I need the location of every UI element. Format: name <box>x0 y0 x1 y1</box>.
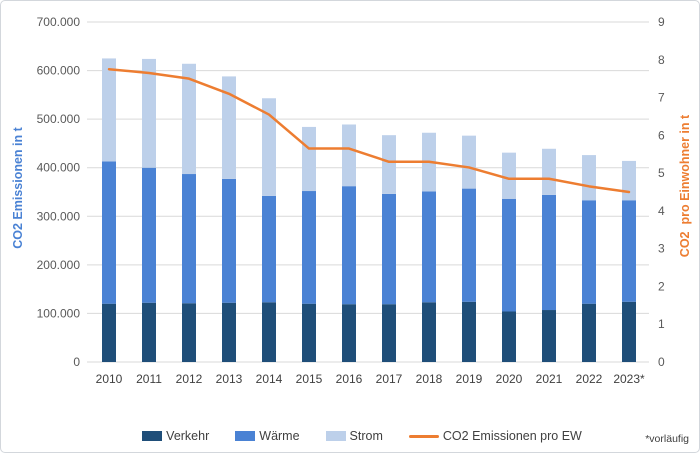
legend-swatch-verkehr <box>142 431 163 441</box>
bar-strom-2011 <box>142 58 156 168</box>
y-axis-tick-right: 2 <box>658 279 665 293</box>
legend-label-strom: Strom <box>349 429 383 443</box>
bar-verkehr-2022 <box>582 303 596 362</box>
bar-waerme-2021 <box>542 194 556 311</box>
bar-verkehr-2011 <box>142 302 156 362</box>
x-axis-label: 2013 <box>216 372 243 386</box>
y-axis-tick-left: 0 <box>73 355 80 369</box>
bar-waerme-2014 <box>262 195 276 303</box>
bar-strom-2013 <box>222 76 236 179</box>
y-axis-tick-right: 4 <box>658 204 665 218</box>
bar-verkehr-2017 <box>382 304 396 362</box>
bar-waerme-2022 <box>582 200 596 304</box>
legend-swatch-strom <box>325 431 346 441</box>
y-axis-tick-left: 600.000 <box>37 64 81 78</box>
legend-item-strom: Strom <box>325 429 383 443</box>
bar-strom-2010 <box>102 58 116 162</box>
bar-strom-2022 <box>582 155 596 201</box>
legend-item-waerme: Wärme <box>235 429 300 443</box>
x-axis-label: 2020 <box>496 372 523 386</box>
bar-verkehr-2019 <box>462 301 476 362</box>
x-axis-label: 2021 <box>536 372 563 386</box>
legend-swatch-waerme <box>235 431 256 441</box>
y-axis-tick-right: 7 <box>658 91 665 105</box>
y-axis-tick-right: 8 <box>658 53 665 67</box>
y-axis-tick-left: 100.000 <box>37 306 81 320</box>
x-axis-label: 2022 <box>576 372 603 386</box>
footnote-vorlaeufig: *vorläufig <box>645 433 689 445</box>
bar-waerme-2013 <box>222 178 236 303</box>
x-axis-label: 2018 <box>416 372 443 386</box>
chart-plot-area: 700.000 600.000 500.000 400.000 300.000 200.0… <box>37 15 665 386</box>
bar-verkehr-2018 <box>422 302 436 362</box>
bar-waerme-2011 <box>142 167 156 303</box>
legend-label-verkehr: Verkehr <box>166 429 210 443</box>
x-axis-label: 2017 <box>376 372 403 386</box>
bar-verkehr-2020 <box>502 311 516 362</box>
legend: Verkehr Wärme Strom CO2 Emissionen pro E… <box>13 429 699 443</box>
left-axis-title: CO2 Emissionen in t <box>11 127 25 249</box>
bar-verkehr-2021 <box>542 310 556 362</box>
bar-verkehr-2010 <box>102 303 116 362</box>
bar-verkehr-2014 <box>262 302 276 362</box>
y-axis-tick-right: 6 <box>658 128 665 142</box>
bar-verkehr-2013 <box>222 302 236 362</box>
bar-waerme-2016 <box>342 186 356 305</box>
legend-label-waerme: Wärme <box>259 429 300 443</box>
bar-verkehr-2016 <box>342 304 356 362</box>
bar-strom-2014 <box>262 98 276 196</box>
bar-waerme-2010 <box>102 161 116 304</box>
bar-waerme-2018 <box>422 191 436 303</box>
legend-line-swatch <box>408 434 439 438</box>
bar-waerme-2012 <box>182 174 196 304</box>
bar-verkehr-2023* <box>622 301 636 362</box>
x-axis-label: 2019 <box>456 372 483 386</box>
bar-waerme-2017 <box>382 193 396 305</box>
y-axis-tick-left: 300.000 <box>37 209 81 223</box>
x-axis-label: 2016 <box>336 372 363 386</box>
bar-waerme-2019 <box>462 188 476 302</box>
x-axis-label: 2011 <box>136 372 162 386</box>
right-axis-title: CO2 pro Einwohner in t <box>678 114 692 258</box>
bar-strom-2020 <box>502 152 516 199</box>
bar-strom-2019 <box>462 135 476 189</box>
bar-strom-2012 <box>182 63 196 175</box>
bar-strom-2017 <box>382 135 396 194</box>
y-axis-tick-right: 5 <box>658 166 665 180</box>
y-axis-tick-right: 0 <box>658 355 665 369</box>
x-axis-label: 2015 <box>296 372 323 386</box>
bar-strom-2023* <box>622 160 636 201</box>
co2-per-capita-line <box>107 67 631 194</box>
legend-item-verkehr: Verkehr <box>142 429 209 443</box>
y-axis-tick-right: 9 <box>658 15 665 29</box>
bar-verkehr-2015 <box>302 303 316 362</box>
bar-strom-2015 <box>302 126 316 192</box>
x-axis-label: 2023* <box>613 372 645 386</box>
y-axis-tick-left: 400.000 <box>37 161 81 175</box>
bar-waerme-2020 <box>502 198 516 312</box>
y-axis-tick-right: 3 <box>658 242 665 256</box>
x-axis-label: 2012 <box>176 372 203 386</box>
bar-strom-2021 <box>542 148 556 195</box>
y-axis-tick-left: 500.000 <box>37 112 81 126</box>
bar-waerme-2015 <box>302 191 316 304</box>
y-axis-tick-right: 1 <box>658 317 665 331</box>
y-axis-tick-left: 700.000 <box>37 15 81 29</box>
y-axis-tick-left: 200.000 <box>37 258 81 272</box>
bar-waerme-2023* <box>622 200 636 302</box>
bar-strom-2016 <box>342 124 356 187</box>
bar-verkehr-2012 <box>182 303 196 362</box>
legend-item-co2-line: CO2 Emissionen pro EW <box>408 429 582 443</box>
x-axis-label: 2010 <box>96 372 123 386</box>
legend-label-co2-line: CO2 Emissionen pro EW <box>442 429 582 443</box>
x-axis-label: 2014 <box>256 372 283 386</box>
